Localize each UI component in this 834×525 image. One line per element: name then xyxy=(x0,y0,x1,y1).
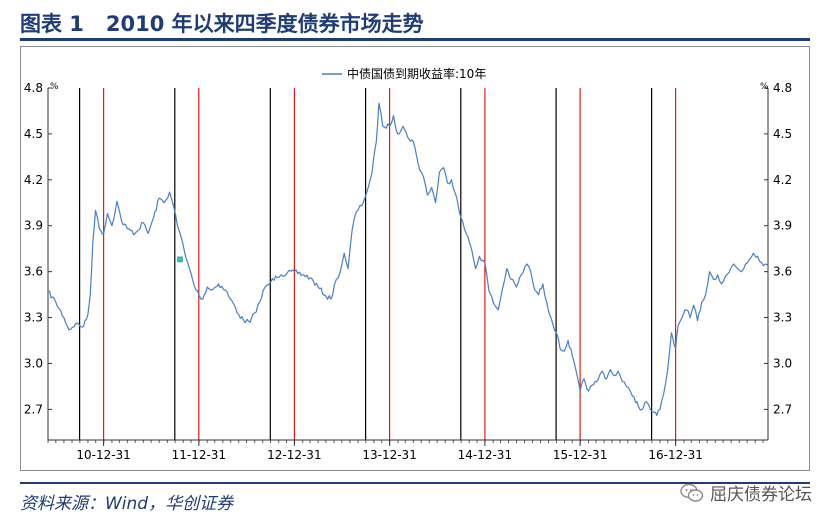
series-line-10y-yield xyxy=(47,102,769,417)
y-tick-label-right: 2.7 xyxy=(773,402,792,416)
figure-title-text: 2010 年以来四季度债券市场走势 xyxy=(105,12,424,36)
x-tick-label: 15-12-31 xyxy=(553,448,607,462)
axes xyxy=(47,88,769,441)
figure-title: 图表 1 2010 年以来四季度债券市场走势 xyxy=(20,8,424,38)
y-axis-left: 2.7 3.0 3.3 3.6 3.9 4.2 4.5 4.8 xyxy=(24,81,52,416)
y-tick-label-right: 4.5 xyxy=(773,127,792,141)
legend: 中债国债到期收益率:10年 xyxy=(322,66,486,81)
y-tick-label-right: 3.3 xyxy=(773,311,792,325)
x-tick-label: 14-12-31 xyxy=(458,448,512,462)
figure-label: 图表 1 xyxy=(20,12,84,36)
y-tick-label-right: 3.0 xyxy=(773,356,792,370)
y-tick-label-left: 4.2 xyxy=(24,173,43,187)
x-tick-label: 10-12-31 xyxy=(76,448,130,462)
source-rule xyxy=(20,482,810,484)
source-note: 资料来源：Wind，华创证券 xyxy=(20,494,234,514)
series-group xyxy=(47,102,769,417)
title-rule xyxy=(20,38,810,41)
y-tick-label-left: 3.0 xyxy=(24,356,43,370)
y-tick-label-left: 2.7 xyxy=(24,402,43,416)
y-tick-label-right: 3.9 xyxy=(773,219,792,233)
legend-label: 中债国债到期收益率:10年 xyxy=(347,66,486,81)
x-tick-label: 12-12-31 xyxy=(267,448,321,462)
y-tick-label-left: 4.5 xyxy=(24,127,43,141)
x-tick-label: 16-12-31 xyxy=(648,448,702,462)
x-tick-label: 11-12-31 xyxy=(172,448,226,462)
unit-label-left: % xyxy=(50,82,59,92)
watermark-text: 屈庆债券论坛 xyxy=(710,485,812,505)
chart-frame xyxy=(20,46,810,471)
wechat-icon xyxy=(680,483,704,502)
y-tick-label-left: 3.9 xyxy=(24,219,43,233)
y-tick-label-right: 4.8 xyxy=(773,81,792,95)
x-axis: 10-12-31 11-12-31 12-12-31 13-12-31 14-12-31… xyxy=(47,440,764,462)
y-tick-label-left: 3.3 xyxy=(24,311,43,325)
y-tick-label-left: 4.8 xyxy=(24,81,43,95)
unit-label-right: % xyxy=(760,82,769,92)
quarter-markers xyxy=(78,88,677,440)
y-tick-label-right: 4.2 xyxy=(773,173,792,187)
x-tick-label: 13-12-31 xyxy=(362,448,416,462)
y-axis-right: 2.7 3.0 3.3 3.6 3.9 4.2 4.5 4.8 xyxy=(764,81,792,416)
watermark: 屈庆债券论坛 xyxy=(680,480,812,505)
data-point-marker xyxy=(177,256,183,263)
y-tick-label-left: 3.6 xyxy=(24,265,43,279)
y-tick-label-right: 3.6 xyxy=(773,265,792,279)
